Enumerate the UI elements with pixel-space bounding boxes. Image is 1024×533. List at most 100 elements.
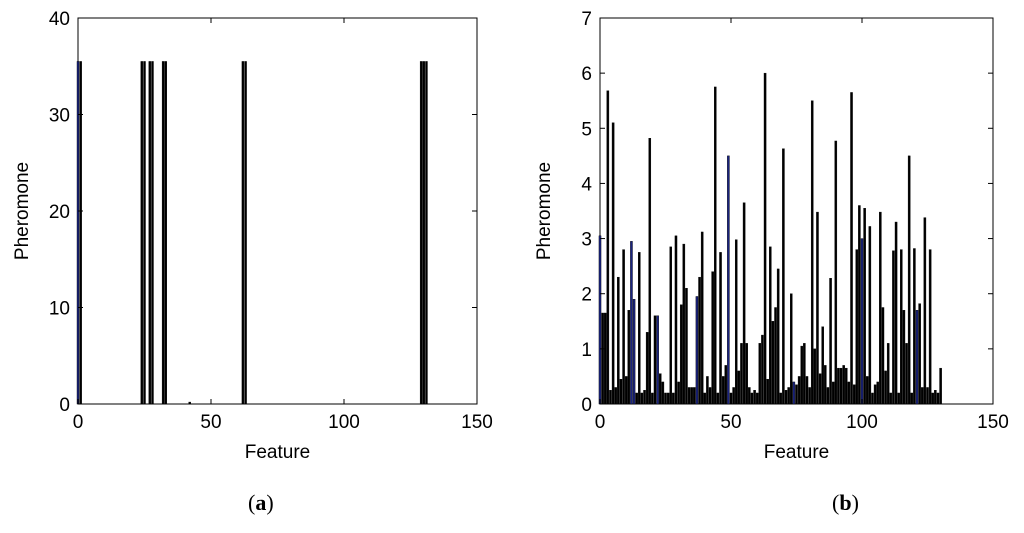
bar [606, 90, 610, 405]
bar [638, 252, 641, 405]
caption-a: (a) [248, 490, 274, 515]
bar [839, 367, 843, 405]
bar [724, 365, 728, 405]
caption-b: (b) [832, 490, 859, 515]
bar [419, 61, 423, 405]
bar [679, 304, 683, 405]
bar [847, 381, 851, 405]
bar [863, 208, 866, 405]
bar [148, 61, 152, 405]
bar [614, 387, 617, 405]
bar [603, 312, 607, 405]
bar [79, 61, 82, 405]
y-axis-label: Pheromone [534, 162, 555, 260]
bar [140, 61, 144, 405]
plot-frame [599, 17, 994, 405]
bar [790, 293, 793, 405]
x-tick-label: 0 [595, 412, 606, 433]
bar [913, 248, 916, 405]
bar [740, 343, 743, 405]
bar [769, 246, 772, 405]
bar [936, 392, 940, 405]
bar [928, 249, 932, 405]
x-tick-label: 100 [846, 412, 878, 433]
bar [889, 392, 893, 405]
bar [926, 387, 929, 405]
chart-b: 0 50 100 150 0 1 2 3 4 5 6 7 Feature Pheromone [534, 9, 1009, 463]
bar [795, 384, 798, 405]
bar [907, 155, 911, 405]
bar [868, 226, 872, 405]
bar [784, 390, 788, 405]
plot-frame [77, 17, 478, 405]
bar [632, 299, 636, 405]
bar [188, 401, 191, 405]
bar [905, 343, 908, 405]
bar [858, 205, 861, 405]
bar [824, 365, 827, 405]
bar [761, 334, 764, 405]
bar [711, 271, 714, 405]
bar [860, 238, 864, 405]
bar [164, 61, 167, 405]
bar [834, 140, 838, 405]
bar [76, 61, 80, 405]
bar [826, 387, 830, 405]
y-axis-label: Pheromone [12, 162, 33, 260]
bar [886, 343, 890, 405]
bar [666, 392, 670, 405]
y-tick-label: 7 [581, 9, 592, 30]
bar [661, 381, 665, 405]
bar [643, 390, 646, 405]
bar [894, 221, 898, 405]
bar [758, 343, 762, 405]
bar [687, 387, 691, 405]
bar [677, 381, 680, 405]
bar [674, 235, 678, 405]
bar [611, 122, 615, 405]
bar [672, 392, 675, 405]
bar [669, 246, 672, 405]
bar [813, 348, 817, 405]
bar [750, 392, 754, 405]
bar [800, 345, 803, 405]
bar [609, 390, 612, 405]
bar [915, 310, 919, 405]
bar [766, 378, 769, 405]
bar [881, 307, 885, 405]
bar [829, 278, 832, 405]
bar [727, 155, 730, 405]
bar [805, 376, 809, 405]
bar [664, 392, 667, 405]
bar [656, 315, 659, 405]
bar [422, 61, 425, 405]
bar [640, 392, 644, 405]
y-tick-label: 40 [49, 9, 70, 30]
x-tick-label: 100 [328, 412, 360, 433]
bar [659, 373, 662, 405]
bar [598, 235, 602, 405]
bar [879, 211, 882, 405]
bar [792, 381, 796, 405]
y-tick-label: 0 [59, 395, 70, 416]
bar [425, 61, 428, 405]
bar [892, 250, 895, 405]
bar [865, 376, 869, 405]
bar [810, 100, 814, 405]
x-tick-label: 150 [461, 412, 493, 433]
bar [818, 373, 822, 405]
y-tick-label: 3 [581, 230, 592, 251]
bar [821, 326, 824, 405]
bar [910, 392, 914, 405]
bar [931, 392, 934, 405]
bar [695, 296, 699, 405]
bar [753, 390, 756, 405]
bar [714, 86, 717, 405]
bar [816, 211, 819, 405]
bar [803, 343, 806, 405]
bar [902, 310, 906, 405]
bar [682, 243, 686, 405]
bar [708, 387, 712, 405]
x-axis-label: Feature [245, 442, 310, 463]
